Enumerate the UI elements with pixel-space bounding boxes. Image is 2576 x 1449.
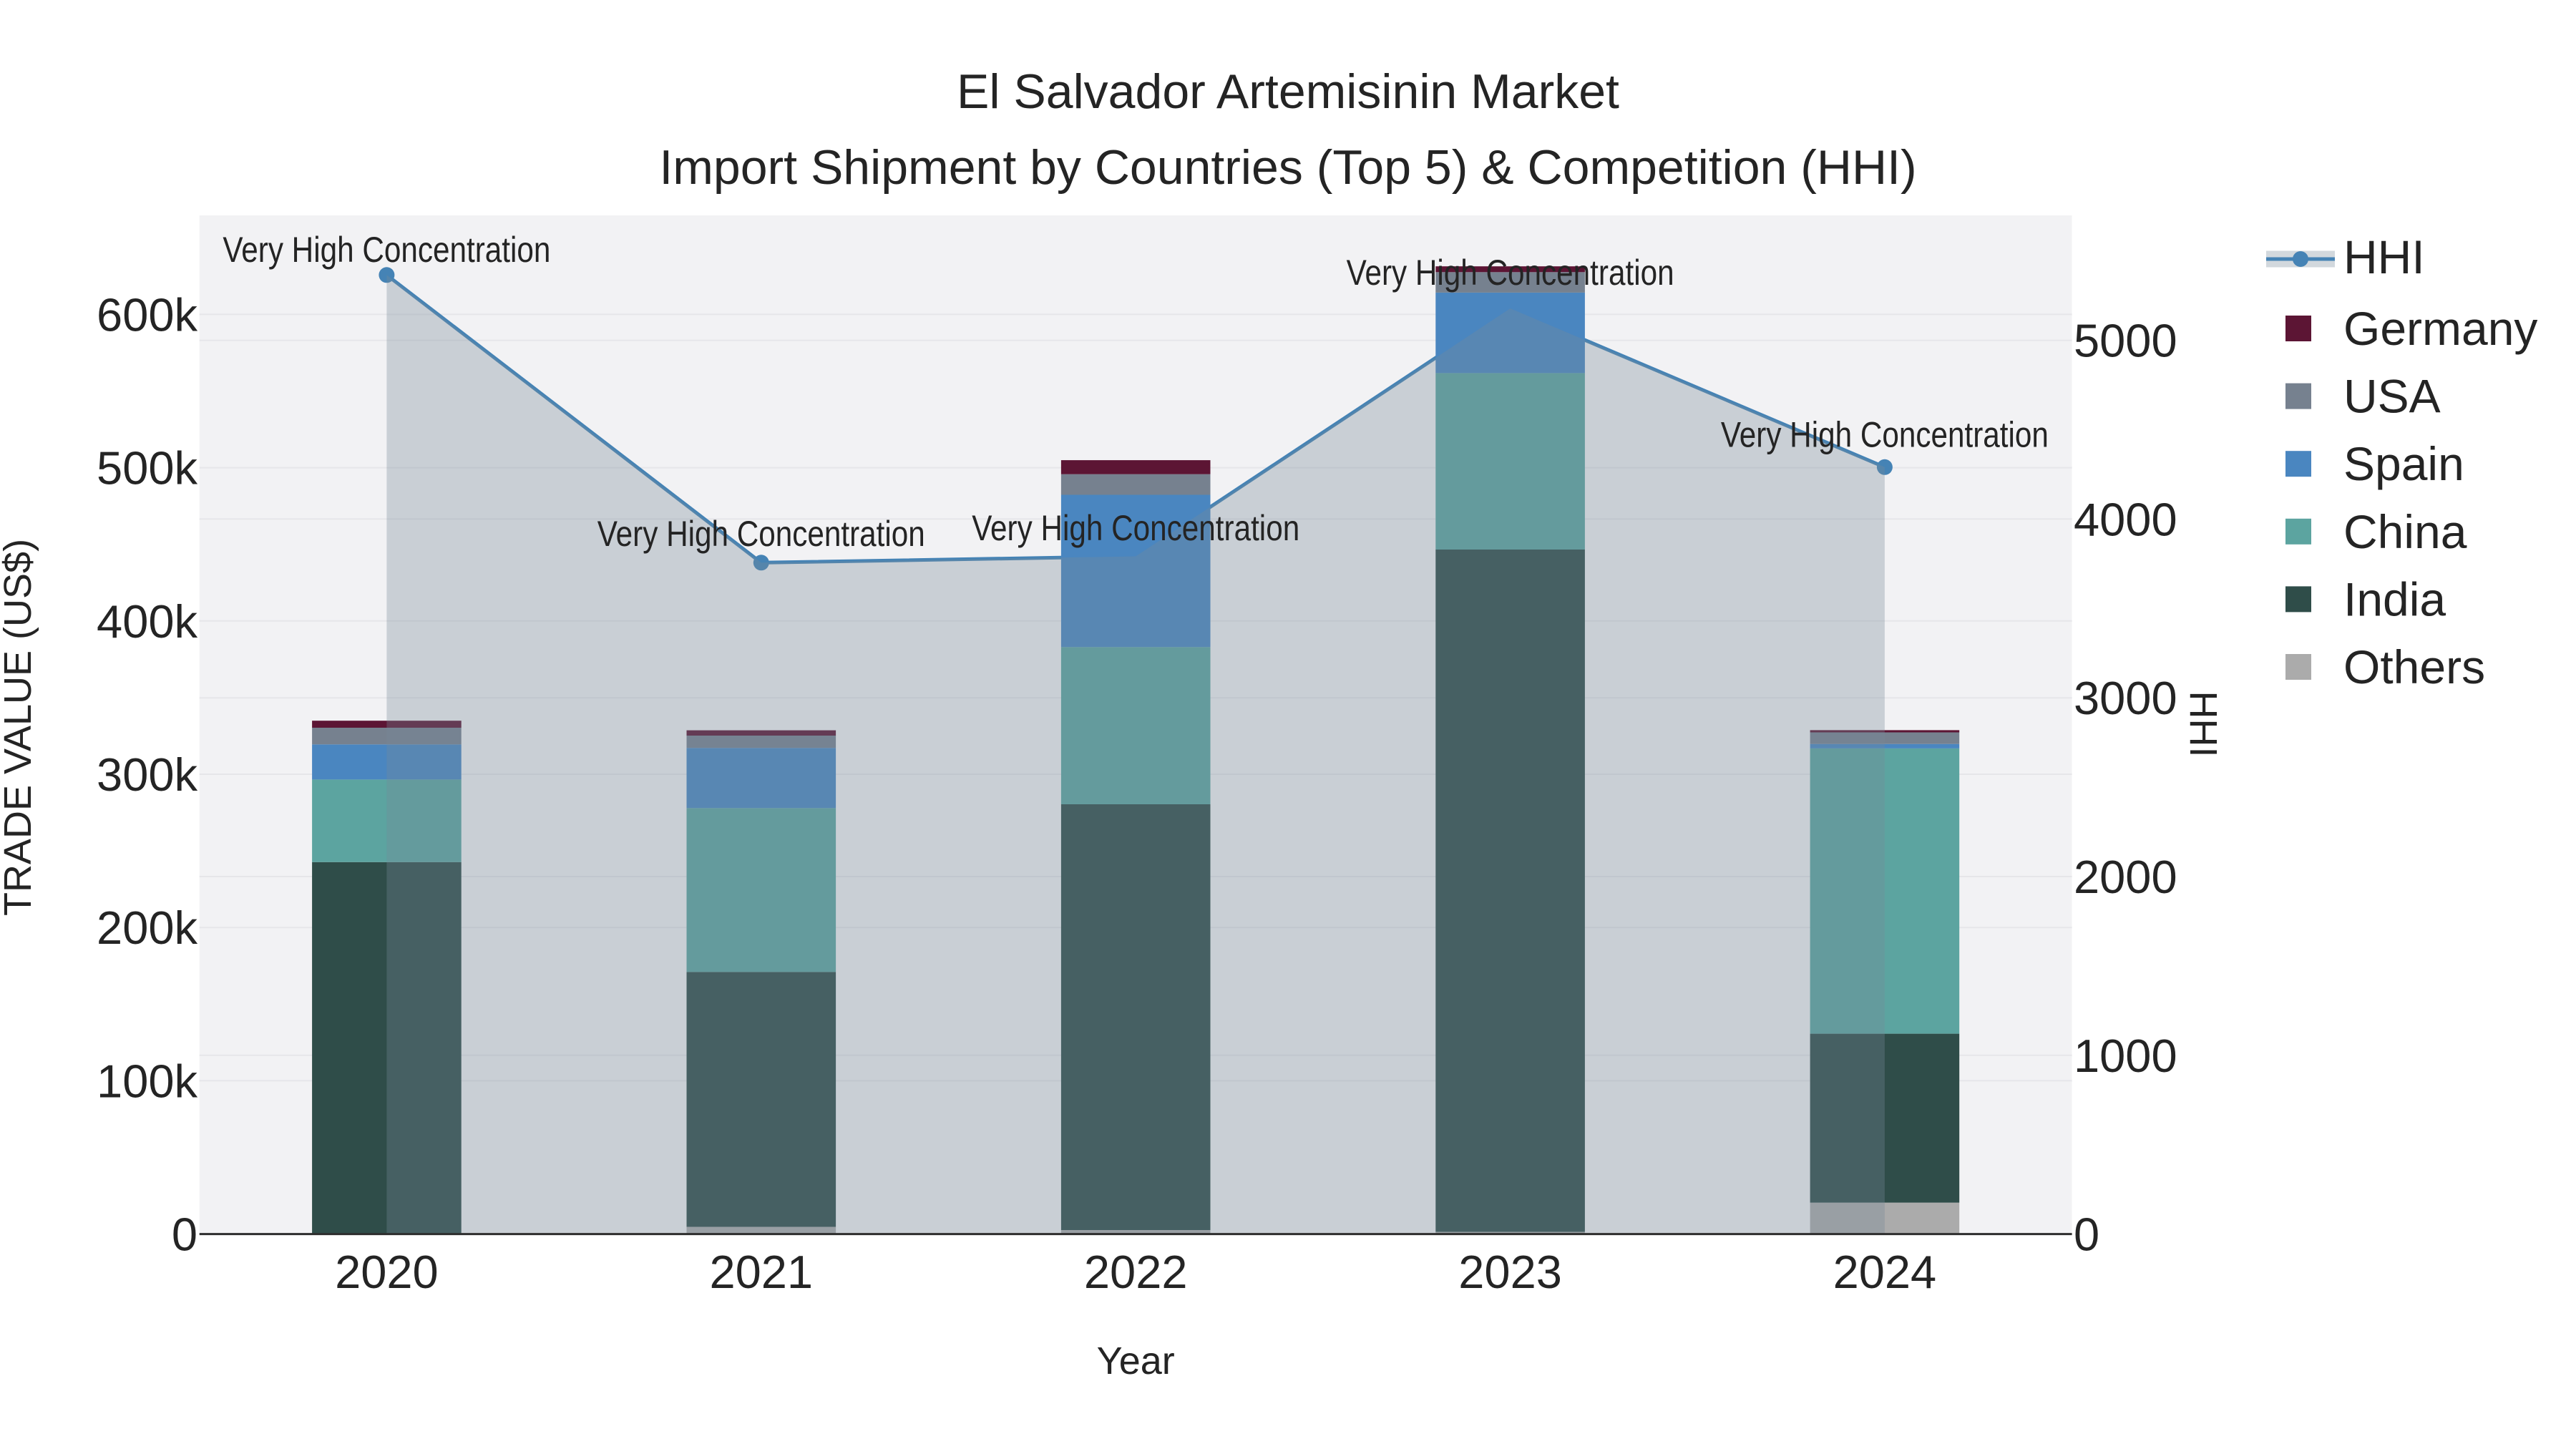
svg-text:Very High Concentration: Very High Concentration bbox=[972, 508, 1299, 548]
svg-text:India: India bbox=[2343, 572, 2446, 625]
svg-text:TRADE VALUE (US$): TRADE VALUE (US$) bbox=[0, 539, 39, 916]
svg-text:200k: 200k bbox=[97, 902, 197, 954]
svg-text:2024: 2024 bbox=[1833, 1246, 1937, 1298]
svg-text:Germany: Germany bbox=[2343, 302, 2537, 355]
svg-text:USA: USA bbox=[2343, 370, 2441, 423]
svg-text:China: China bbox=[2343, 505, 2467, 558]
svg-text:Spain: Spain bbox=[2343, 437, 2464, 490]
svg-text:HHI: HHI bbox=[2343, 230, 2425, 283]
svg-text:2000: 2000 bbox=[2074, 851, 2177, 903]
svg-text:Year: Year bbox=[1097, 1340, 1175, 1382]
svg-text:Very High Concentration: Very High Concentration bbox=[597, 514, 925, 554]
svg-text:2022: 2022 bbox=[1084, 1246, 1188, 1298]
svg-text:HHI: HHI bbox=[2182, 691, 2225, 758]
svg-text:Others: Others bbox=[2343, 640, 2485, 693]
svg-text:Very High Concentration: Very High Concentration bbox=[1721, 415, 2049, 455]
svg-text:Import Shipment by Countries (: Import Shipment by Countries (Top 5) & C… bbox=[659, 140, 1916, 195]
svg-text:500k: 500k bbox=[97, 442, 197, 494]
svg-text:0: 0 bbox=[172, 1209, 197, 1261]
svg-text:Very High Concentration: Very High Concentration bbox=[223, 230, 550, 270]
svg-text:El Salvador Artemisinin Market: El Salvador Artemisinin Market bbox=[957, 64, 1619, 119]
svg-text:4000: 4000 bbox=[2074, 493, 2177, 545]
svg-text:100k: 100k bbox=[97, 1055, 197, 1107]
svg-text:1000: 1000 bbox=[2074, 1030, 2177, 1082]
svg-text:400k: 400k bbox=[97, 595, 197, 648]
svg-text:2020: 2020 bbox=[335, 1246, 439, 1298]
svg-text:300k: 300k bbox=[97, 748, 197, 801]
svg-text:Very High Concentration: Very High Concentration bbox=[1347, 253, 1674, 293]
svg-text:600k: 600k bbox=[97, 288, 197, 341]
svg-text:2023: 2023 bbox=[1458, 1246, 1562, 1298]
svg-text:3000: 3000 bbox=[2074, 672, 2177, 724]
svg-text:2021: 2021 bbox=[709, 1246, 813, 1298]
svg-text:0: 0 bbox=[2074, 1209, 2099, 1261]
svg-text:5000: 5000 bbox=[2074, 315, 2177, 367]
